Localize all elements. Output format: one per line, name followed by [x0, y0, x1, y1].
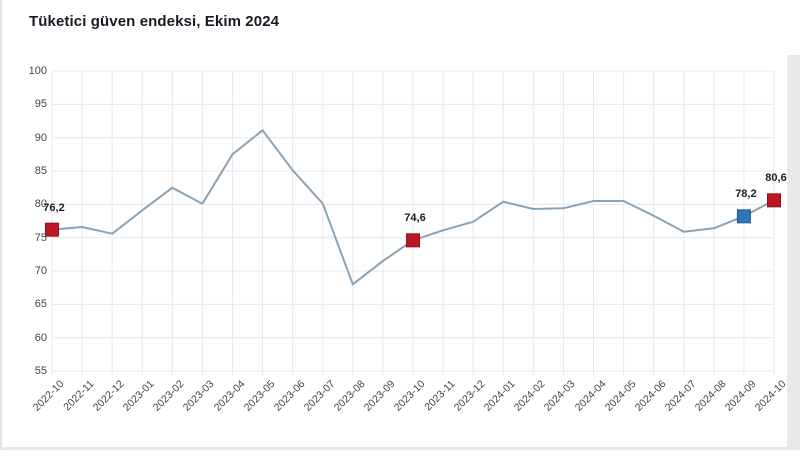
y-axis-tick-label: 80 — [34, 198, 47, 211]
y-axis-tick-label: 100 — [28, 65, 47, 77]
y-axis-tick-label: 60 — [34, 331, 47, 344]
data-point-marker-red — [767, 193, 781, 208]
chart-title: Tüketici güven endeksi, Ekim 2024 — [29, 13, 280, 30]
data-point-value-label: 76,2 — [43, 201, 65, 214]
data-point-value-label: 78,2 — [735, 188, 757, 201]
y-axis-tick-label: 90 — [34, 131, 47, 144]
y-axis-tick-label: 65 — [34, 298, 47, 311]
y-axis-tick-label: 95 — [34, 98, 47, 111]
y-axis-tick-label: 55 — [34, 365, 47, 377]
data-point-marker-red — [406, 233, 420, 248]
data-point-marker-red — [45, 222, 59, 237]
data-point-value-label: 80,6 — [765, 172, 787, 185]
data-point-value-label: 74,6 — [404, 212, 426, 225]
data-point-marker-blue — [736, 209, 751, 224]
y-axis-tick-label: 85 — [34, 165, 47, 177]
y-axis-tick-label: 70 — [34, 265, 47, 277]
y-axis-tick-label: 75 — [34, 231, 47, 244]
page-background-edge-bottom — [2, 447, 800, 450]
page-background-edge-right — [787, 55, 800, 450]
